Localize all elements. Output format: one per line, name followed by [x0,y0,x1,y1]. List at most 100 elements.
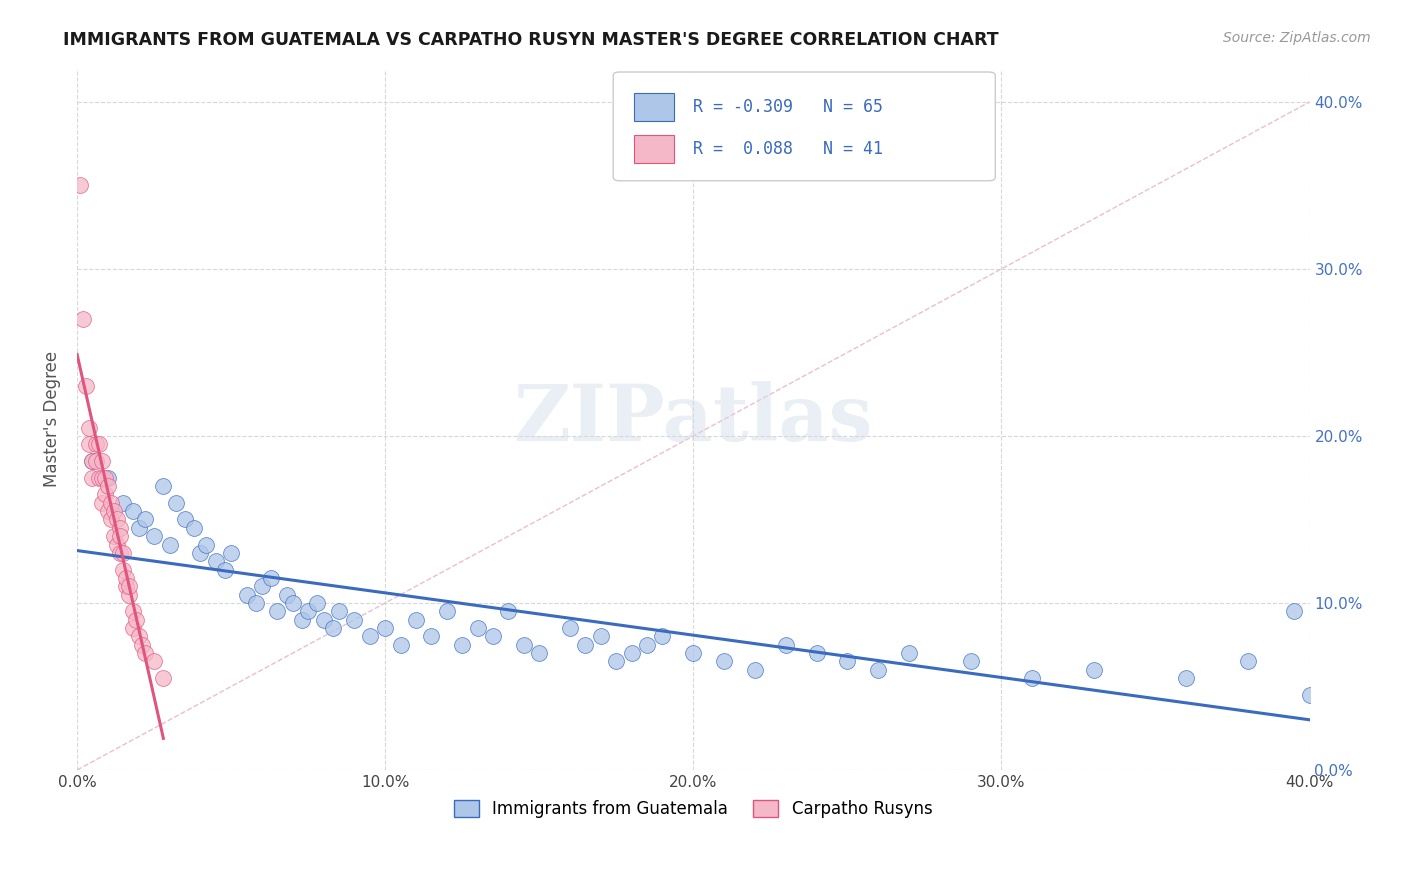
Point [343,613,366,627]
Point [134,512,156,526]
Point [112,563,135,577]
Point [100,496,122,510]
Point [651,629,673,643]
Point [103,504,125,518]
Point [97,479,120,493]
Point [1282,604,1305,618]
Point [605,655,627,669]
Point [79,420,101,434]
Point [467,621,489,635]
Point [682,646,704,660]
Point [436,604,458,618]
Point [121,504,143,518]
Point [195,537,218,551]
Point [389,638,412,652]
Text: Source: ZipAtlas.com: Source: ZipAtlas.com [1223,31,1371,45]
Point [837,655,859,669]
Point [90,496,112,510]
Point [131,638,153,652]
Point [219,546,242,560]
Point [498,604,520,618]
Point [806,646,828,660]
Point [165,496,187,510]
Point [374,621,396,635]
Point [90,471,112,485]
Point [266,604,288,618]
Point [105,537,128,551]
Point [90,454,112,468]
Point [152,671,174,685]
Point [868,663,890,677]
Point [297,604,319,618]
Point [97,504,120,518]
Point [174,512,197,526]
Point [82,454,104,468]
Point [204,554,226,568]
FancyBboxPatch shape [634,136,673,163]
Legend: Immigrants from Guatemala, Carpatho Rusyns: Immigrants from Guatemala, Carpatho Rusy… [447,793,939,825]
Text: R =  0.088   N = 41: R = 0.088 N = 41 [693,140,883,158]
Point [143,655,166,669]
Point [128,521,150,535]
Point [558,621,581,635]
Point [214,563,236,577]
Point [110,521,132,535]
Point [112,546,135,560]
Point [124,613,146,627]
Point [82,454,104,468]
Point [84,437,107,451]
Point [713,655,735,669]
Point [482,629,505,643]
Point [159,537,181,551]
Point [250,579,273,593]
Point [121,604,143,618]
Point [188,546,211,560]
Point [775,638,797,652]
Point [636,638,658,652]
Point [451,638,474,652]
Point [260,571,283,585]
Point [134,646,156,660]
Point [94,471,117,485]
Point [75,379,97,393]
Text: ZIPatlas: ZIPatlas [513,381,873,458]
Point [513,638,536,652]
Point [121,621,143,635]
Point [152,479,174,493]
Point [87,437,110,451]
Point [307,596,329,610]
Point [79,437,101,451]
Point [69,178,91,193]
Point [291,613,314,627]
Point [105,512,128,526]
Point [589,629,612,643]
Point [97,471,120,485]
Point [110,529,132,543]
Point [328,604,350,618]
Point [1298,688,1320,702]
Point [110,546,132,560]
Point [103,529,125,543]
Point [1021,671,1043,685]
Point [620,646,643,660]
Point [281,596,304,610]
Point [312,613,335,627]
Point [1175,671,1198,685]
Point [118,579,141,593]
Point [322,621,344,635]
Point [72,312,94,326]
Point [118,588,141,602]
Point [115,579,138,593]
Point [128,629,150,643]
Point [87,471,110,485]
Point [94,487,117,501]
Point [574,638,596,652]
Point [82,471,104,485]
FancyBboxPatch shape [634,93,673,121]
Point [420,629,443,643]
FancyBboxPatch shape [613,72,995,181]
Point [245,596,267,610]
Point [115,571,138,585]
Point [276,588,298,602]
Point [100,512,122,526]
